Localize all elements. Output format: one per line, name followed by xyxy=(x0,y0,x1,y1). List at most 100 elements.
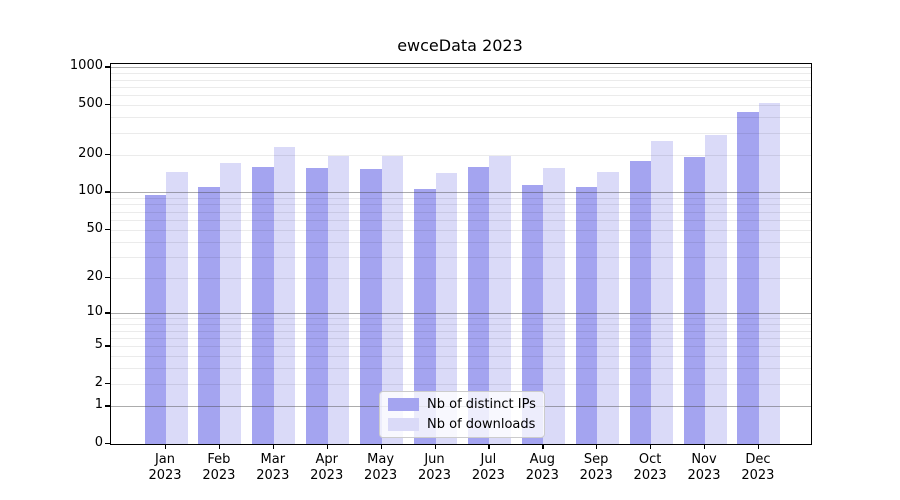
x-tick-mark xyxy=(542,444,544,449)
legend-label-distinct-ips: Nb of distinct IPs xyxy=(427,396,536,412)
x-tick-year: 2023 xyxy=(256,468,290,483)
y-tick-label: 20 xyxy=(86,269,103,285)
plot-area xyxy=(110,63,812,445)
minor-gridline xyxy=(111,95,811,97)
x-tick-month: Apr xyxy=(315,452,338,467)
bar-downloads-aug xyxy=(543,168,565,444)
x-tick-label-jun: Jun 2023 xyxy=(405,452,465,484)
minor-gridline xyxy=(111,278,811,280)
y-tick-mark xyxy=(105,104,110,106)
legend-swatch-downloads xyxy=(388,418,419,432)
legend-swatch-distinct-ips xyxy=(388,397,419,411)
minor-gridline xyxy=(111,211,811,213)
x-tick-month: Aug xyxy=(529,452,555,467)
minor-gridline xyxy=(111,346,811,348)
bar-ips-apr xyxy=(306,167,328,444)
y-tick-label: 0 xyxy=(94,435,103,450)
x-tick-month: Mar xyxy=(260,452,286,467)
x-tick-mark xyxy=(488,444,490,449)
major-gridline xyxy=(111,67,811,69)
y-tick-label: 10 xyxy=(86,304,103,320)
grid-layer xyxy=(111,64,811,444)
y-tick-mark xyxy=(105,228,110,230)
minor-gridline xyxy=(111,356,811,358)
x-tick-month: Feb xyxy=(207,452,231,467)
bar-ips-dec xyxy=(737,111,759,444)
y-tick-label: 500 xyxy=(78,96,103,112)
legend-row-downloads: Nb of downloads xyxy=(388,417,536,434)
x-tick-label-aug: Aug 2023 xyxy=(512,452,572,484)
bar-downloads-mar xyxy=(273,146,296,444)
bar-downloads-may xyxy=(381,156,404,444)
x-tick-year: 2023 xyxy=(525,468,559,483)
x-tick-label-jul: Jul 2023 xyxy=(458,452,518,484)
minor-gridline xyxy=(111,368,811,370)
minor-gridline xyxy=(111,105,811,107)
minor-gridline xyxy=(111,219,811,221)
x-tick-month: Jan xyxy=(154,452,176,467)
x-tick-label-apr: Apr 2023 xyxy=(297,452,357,484)
y-tick-label: 100 xyxy=(78,183,103,199)
bar-ips-sep xyxy=(575,187,598,444)
legend-label-downloads: Nb of downloads xyxy=(427,417,536,433)
x-tick-month: Nov xyxy=(691,452,717,467)
bar-downloads-nov xyxy=(705,134,727,444)
x-tick-year: 2023 xyxy=(579,468,613,483)
x-tick-label-dec: Dec 2023 xyxy=(728,452,788,484)
minor-gridline xyxy=(111,241,811,243)
x-tick-label-may: May 2023 xyxy=(351,452,411,484)
x-tick-month: Jun xyxy=(424,452,445,467)
legend-row-ips: Nb of distinct IPs xyxy=(388,396,536,413)
x-tick-year: 2023 xyxy=(741,468,775,483)
minor-gridline xyxy=(111,330,811,332)
bar-downloads-jul xyxy=(489,155,511,444)
minor-gridline xyxy=(111,79,811,81)
y-tick-label: 1 xyxy=(94,397,103,413)
y-tick-mark xyxy=(105,383,110,385)
x-tick-month: Sep xyxy=(583,452,609,467)
x-tick-year: 2023 xyxy=(364,468,398,483)
minor-gridline xyxy=(111,204,811,206)
minor-gridline xyxy=(111,318,811,320)
x-tick-year: 2023 xyxy=(471,468,505,483)
minor-gridline xyxy=(111,229,811,231)
y-tick-label: 1000 xyxy=(69,58,103,74)
x-tick-month: Jul xyxy=(480,452,497,467)
bar-ips-may xyxy=(360,169,382,444)
x-tick-year: 2023 xyxy=(310,468,344,483)
x-tick-month: May xyxy=(367,452,395,467)
x-tick-mark xyxy=(596,444,598,449)
x-tick-label-sep: Sep 2023 xyxy=(566,452,626,484)
y-tick-label: 2 xyxy=(94,375,103,391)
y-tick-mark xyxy=(105,277,110,279)
x-tick-label-jan: Jan 2023 xyxy=(135,452,195,484)
minor-gridline xyxy=(111,256,811,258)
legend: Nb of distinct IPs Nb of downloads xyxy=(379,391,545,438)
y-tick-label: 200 xyxy=(78,145,103,161)
x-tick-mark xyxy=(218,444,221,449)
minor-gridline xyxy=(111,154,811,156)
x-tick-mark xyxy=(704,444,706,449)
major-gridline xyxy=(111,192,811,194)
minor-gridline xyxy=(111,198,811,200)
minor-gridline xyxy=(111,324,811,326)
x-tick-month: Dec xyxy=(745,452,771,467)
x-tick-mark xyxy=(434,444,436,449)
bar-ips-jan xyxy=(144,195,166,444)
x-tick-mark xyxy=(272,444,275,449)
x-tick-mark xyxy=(380,444,382,449)
y-tick-mark xyxy=(105,153,110,156)
x-tick-label-feb: Feb 2023 xyxy=(189,452,249,484)
bar-ips-mar xyxy=(252,167,274,444)
minor-gridline xyxy=(111,384,811,386)
x-tick-label-nov: Nov 2023 xyxy=(674,452,734,484)
major-gridline xyxy=(111,313,811,315)
x-tick-mark xyxy=(650,444,652,449)
bar-ips-jul xyxy=(467,166,490,444)
bars-layer xyxy=(111,64,811,444)
y-tick-mark xyxy=(105,443,110,445)
bar-ips-nov xyxy=(683,157,705,444)
bar-ips-aug xyxy=(521,184,544,444)
y-tick-mark xyxy=(105,405,110,407)
